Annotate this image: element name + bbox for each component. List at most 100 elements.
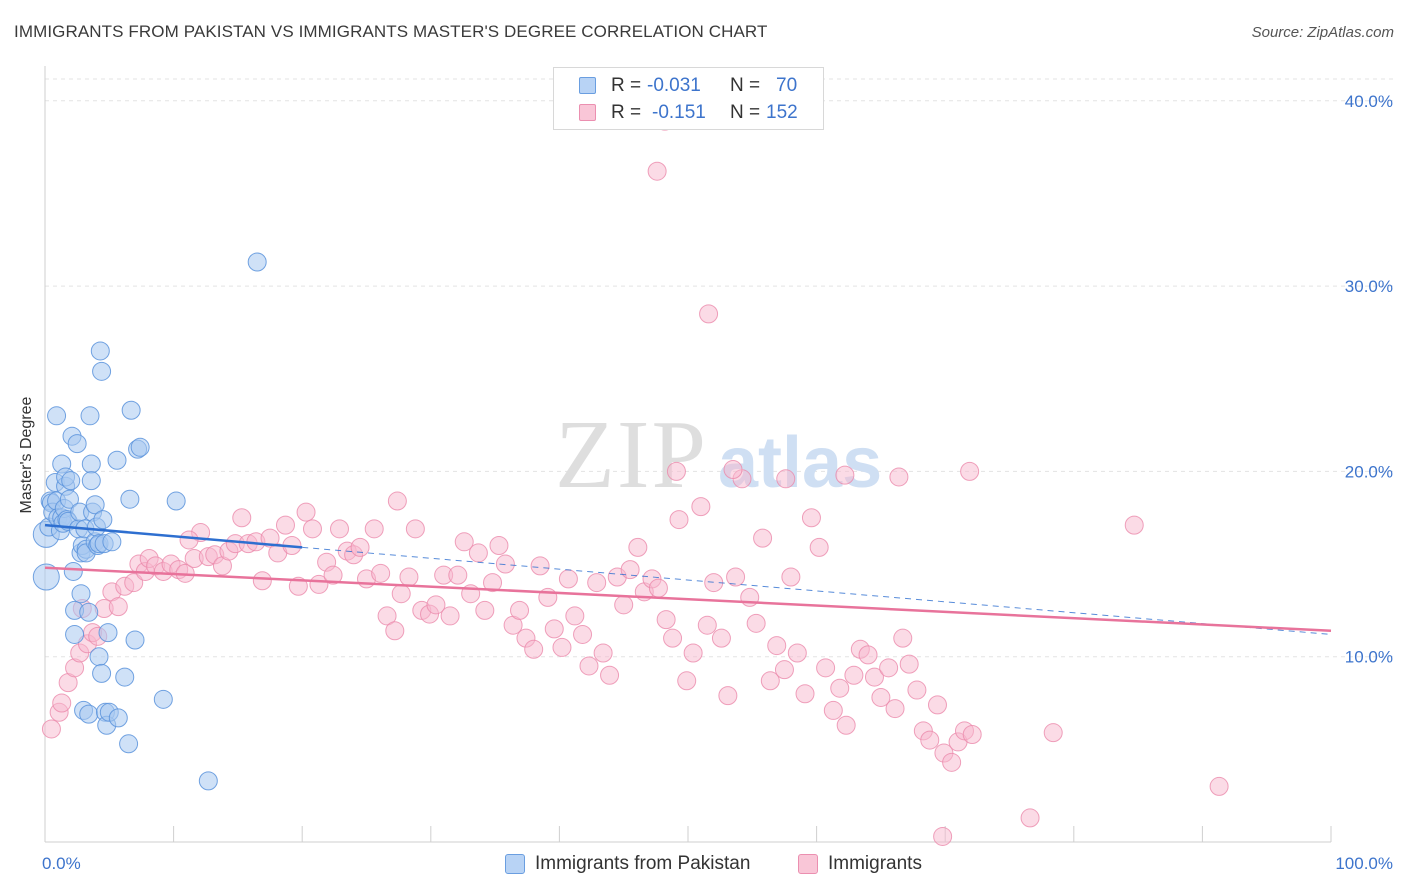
legend-n-label: N = <box>730 75 761 96</box>
correlation-legend: R = -0.031 N = 70 R = -0.151 N = 152 <box>553 67 824 130</box>
data-point-immigrants <box>879 658 899 678</box>
data-point-immigrants <box>663 628 683 648</box>
data-point-pakistan <box>67 434 87 454</box>
data-point-immigrants <box>927 695 947 715</box>
data-point-immigrants <box>871 687 891 707</box>
bottom-legend-pakistan: Immigrants from Pakistan <box>505 852 785 876</box>
legend-n-label: N = <box>730 102 761 123</box>
data-point-immigrants <box>579 656 599 676</box>
data-point-pakistan <box>119 734 139 754</box>
data-point-immigrants <box>885 699 905 719</box>
data-point-immigrants <box>468 543 488 563</box>
data-point-immigrants <box>691 497 711 517</box>
data-point-pakistan <box>79 704 99 724</box>
data-point-immigrants <box>767 636 787 656</box>
data-point-immigrants <box>844 665 864 685</box>
data-point-immigrants <box>41 719 61 739</box>
data-point-immigrants <box>864 667 884 687</box>
chart-title: IMMIGRANTS FROM PAKISTAN VS IMMIGRANTS M… <box>14 22 768 41</box>
y-tick-label: 20.0% <box>1345 462 1393 481</box>
legend-r-value: -0.031 <box>647 75 701 96</box>
source-credit: Source: ZipAtlas.com <box>1252 24 1394 41</box>
legend-swatch-pink <box>579 104 596 121</box>
data-point-immigrants <box>448 565 468 585</box>
data-point-immigrants <box>252 571 272 591</box>
data-point-immigrants <box>1124 515 1144 535</box>
source-value: ZipAtlas.com <box>1307 24 1394 41</box>
data-point-immigrants <box>836 715 856 735</box>
data-point-immigrants <box>753 528 773 548</box>
data-point-immigrants <box>656 610 676 630</box>
bottom-legend-label: Immigrants from Pakistan <box>535 853 751 874</box>
data-point-immigrants <box>454 532 474 552</box>
data-point-immigrants <box>52 693 72 713</box>
data-point-immigrants <box>377 606 397 626</box>
data-point-immigrants <box>835 465 855 485</box>
data-point-immigrants <box>495 554 515 574</box>
bottom-legend-swatch-blue <box>505 854 525 874</box>
watermark-zip: ZIP <box>555 401 708 509</box>
data-point-immigrants <box>830 678 850 698</box>
data-point-immigrants <box>391 584 411 604</box>
data-point-immigrants <box>296 502 316 522</box>
data-point-immigrants <box>385 621 405 641</box>
data-point-pakistan <box>65 624 85 644</box>
data-point-immigrants <box>288 576 308 596</box>
data-point-pakistan <box>32 563 60 591</box>
data-point-immigrants <box>711 628 731 648</box>
data-point-immigrants <box>816 658 836 678</box>
data-point-immigrants <box>405 519 425 539</box>
legend-r-label: R = <box>611 75 642 96</box>
y-tick-label: 30.0% <box>1345 277 1393 296</box>
data-point-immigrants <box>677 671 697 691</box>
data-point-pakistan <box>63 561 83 581</box>
data-point-immigrants <box>942 752 962 772</box>
data-point-immigrants <box>628 537 648 557</box>
data-point-immigrants <box>614 595 634 615</box>
data-point-pakistan <box>153 689 173 709</box>
data-point-immigrants <box>1043 723 1063 743</box>
data-point-immigrants <box>697 615 717 635</box>
data-point-pakistan <box>115 667 135 687</box>
watermark: ZIP atlas <box>555 401 882 509</box>
data-point-immigrants <box>723 460 743 480</box>
bottom-legend-immigrants: Immigrants <box>798 852 958 876</box>
data-point-immigrants <box>1020 808 1040 828</box>
legend-n-value: 152 <box>766 102 798 123</box>
data-point-immigrants <box>108 597 128 617</box>
data-point-pakistan <box>198 771 218 791</box>
gridlines <box>45 78 1395 658</box>
data-point-immigrants <box>475 600 495 620</box>
series-immigrants-from-pakistan <box>32 252 267 791</box>
data-point-immigrants <box>787 643 807 663</box>
tick-labels: 10.0% 20.0% 30.0% 40.0% 0.0% 100.0% <box>42 92 1393 873</box>
data-point-pakistan <box>89 647 109 667</box>
data-point-immigrants <box>620 560 640 580</box>
data-point-immigrants <box>593 643 613 663</box>
data-point-pakistan <box>125 630 145 650</box>
trendline-immigrants <box>44 566 1332 633</box>
data-point-immigrants <box>323 565 343 585</box>
data-point-immigrants <box>647 161 667 181</box>
data-point-immigrants <box>440 606 460 626</box>
data-point-immigrants <box>275 515 295 535</box>
data-point-immigrants <box>179 530 199 550</box>
data-point-pakistan <box>130 437 150 457</box>
x-tick-label: 100.0% <box>1335 854 1393 873</box>
data-point-immigrants <box>933 826 953 846</box>
legend-swatch-blue <box>579 77 596 94</box>
legend-row-pakistan: R = -0.031 N = 70 <box>554 74 823 98</box>
data-point-immigrants <box>302 519 322 539</box>
data-point-immigrants <box>718 686 738 706</box>
data-point-immigrants <box>510 600 530 620</box>
data-point-pakistan <box>47 406 67 426</box>
legend-n-value: 70 <box>776 75 798 96</box>
data-point-pakistan <box>59 489 79 509</box>
data-point-immigrants <box>809 537 829 557</box>
data-point-pakistan <box>81 471 101 491</box>
data-point-immigrants <box>760 671 780 691</box>
data-point-immigrants <box>552 637 572 657</box>
data-point-pakistan <box>108 708 128 728</box>
data-point-immigrants <box>483 573 503 593</box>
data-point-immigrants <box>858 645 878 665</box>
